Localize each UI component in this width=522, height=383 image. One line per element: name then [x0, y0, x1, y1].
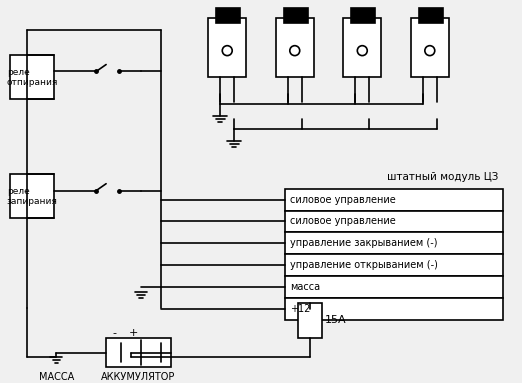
Bar [276, 18, 314, 77]
Circle shape [222, 46, 232, 56]
Bar [285, 276, 503, 298]
Bar [284, 8, 307, 23]
Bar [285, 189, 503, 211]
Bar [411, 18, 449, 77]
Bar [285, 254, 503, 276]
Circle shape [290, 46, 300, 56]
Bar [285, 298, 503, 320]
Text: управление открыванием (-): управление открыванием (-) [290, 260, 437, 270]
Text: 15А: 15А [325, 315, 346, 325]
Text: МАССА: МАССА [39, 372, 74, 382]
Text: управление закрыванием (-): управление закрыванием (-) [290, 238, 437, 248]
Text: реле
отпирания: реле отпирания [7, 68, 58, 87]
Circle shape [358, 46, 367, 56]
Text: штатный модуль ЦЗ: штатный модуль ЦЗ [387, 172, 499, 182]
Bar [343, 18, 381, 77]
Text: масса: масса [290, 282, 320, 292]
Text: -: - [112, 327, 116, 338]
Text: силовое управление: силовое управление [290, 195, 396, 205]
Bar [10, 174, 54, 218]
Bar [216, 8, 240, 23]
Text: +: + [129, 327, 138, 338]
Text: +12: +12 [290, 304, 310, 314]
Bar [208, 18, 246, 77]
Text: реле
запирания: реле запирания [7, 187, 57, 206]
Bar [10, 55, 54, 99]
Bar [419, 8, 443, 23]
Text: силовое управление: силовое управление [290, 216, 396, 226]
Bar [285, 211, 503, 232]
Bar [106, 337, 171, 367]
Bar [351, 8, 375, 23]
Text: АККУМУЛЯТОР: АККУМУЛЯТОР [101, 372, 175, 382]
Bar [285, 232, 503, 254]
Bar [298, 303, 322, 337]
Circle shape [425, 46, 435, 56]
